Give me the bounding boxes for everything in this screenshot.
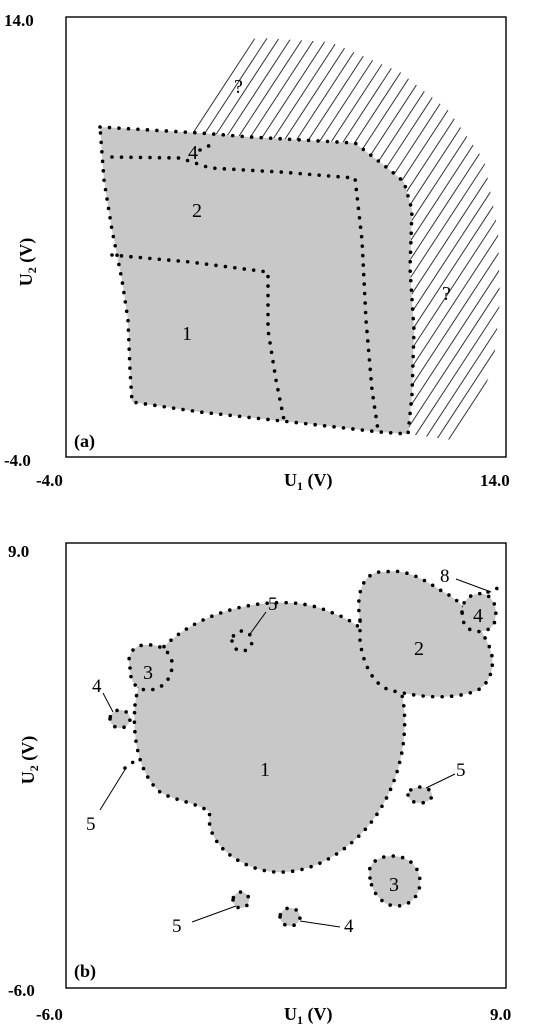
callout-4-bottom: 4	[344, 916, 354, 937]
panel-a-label: (a)	[74, 431, 95, 452]
leader-8	[455, 578, 492, 593]
panel-b-xmax: 9.0	[490, 1005, 511, 1024]
panel-a-frame	[65, 16, 507, 458]
panel-a: 1 2 4 ? ? (a) 14.0 -4.0 -4.0 14.0 U1 (V)…	[4, 11, 510, 493]
callout-5-left: 5	[86, 814, 96, 835]
boundary-1-2	[110, 253, 286, 422]
panel-a-ymax: 14.0	[4, 11, 34, 30]
leader-5-bottom	[191, 905, 237, 923]
bulb-4-bottom-boundary	[278, 906, 302, 928]
leader-4-bottom	[299, 920, 341, 928]
callout-5-right: 5	[456, 760, 466, 781]
region-label-b-3-bottom: 3	[389, 874, 399, 896]
panel-a-ylabel: U2 (V)	[16, 238, 39, 287]
unknown-mark-top: ?	[234, 76, 243, 98]
region-label-4: 4	[188, 142, 198, 164]
region-label-b-1: 1	[260, 759, 270, 781]
panel-b: 1 2 3 3 4 5 4 5 5 5 4 8 (b) 9.0 -6.0 -6.…	[8, 542, 511, 1027]
unknown-mark-right: ?	[442, 283, 451, 305]
stable-region-3-left	[128, 644, 173, 690]
bulb-5-right	[408, 787, 432, 803]
panel-b-label: (b)	[74, 961, 96, 982]
bulb-4-left	[110, 710, 130, 728]
boundary-region-1	[132, 600, 407, 874]
panel-a-ymin: -4.0	[4, 451, 31, 470]
leader-4-left	[102, 692, 114, 713]
leader-5-right	[425, 773, 456, 789]
bulb-5-left-boundary	[123, 758, 138, 770]
region-label-b-3-left: 3	[143, 662, 153, 684]
boundary-region-4-top	[460, 591, 498, 634]
boundary-4-tip	[198, 141, 217, 152]
stable-region-a	[100, 127, 414, 434]
panel-a-xlabel: U1 (V)	[284, 470, 333, 493]
bulb-5-top	[232, 631, 252, 651]
region-label-b-4-top: 4	[473, 605, 483, 627]
stable-region-3-bottom	[369, 856, 420, 906]
callout-5-top: 5	[268, 594, 278, 615]
region-label-1: 1	[182, 323, 192, 345]
boundary-outer-a	[98, 125, 416, 436]
panel-b-ymax: 9.0	[8, 542, 29, 561]
panel-b-xlabel: U1 (V)	[284, 1004, 333, 1027]
leader-5-left	[99, 767, 127, 811]
region-label-2: 2	[192, 200, 202, 222]
bulb-5-right-boundary	[406, 785, 434, 805]
bulb-4-bottom	[280, 908, 300, 926]
region-label-b-2: 2	[414, 638, 424, 660]
callout-5-bottom: 5	[172, 916, 182, 937]
panel-a-xmax: 14.0	[480, 471, 510, 490]
panel-b-ylabel: U2 (V)	[18, 736, 41, 785]
panel-a-xmin: -4.0	[36, 471, 63, 490]
callout-8: 8	[440, 566, 450, 587]
panel-b-xmin: -6.0	[36, 1005, 63, 1024]
leader-5-top	[249, 611, 267, 635]
bulb-5-top-boundary	[230, 629, 254, 653]
stable-region-4-top	[462, 593, 496, 632]
bulb-4-left-boundary	[108, 708, 132, 730]
stable-region-1	[134, 602, 405, 873]
panel-b-ymin: -6.0	[8, 981, 35, 1000]
callout-4-left: 4	[92, 676, 102, 697]
bulb-5-bottom	[233, 892, 249, 908]
stable-region-2	[358, 571, 493, 697]
panel-b-frame	[65, 542, 507, 989]
